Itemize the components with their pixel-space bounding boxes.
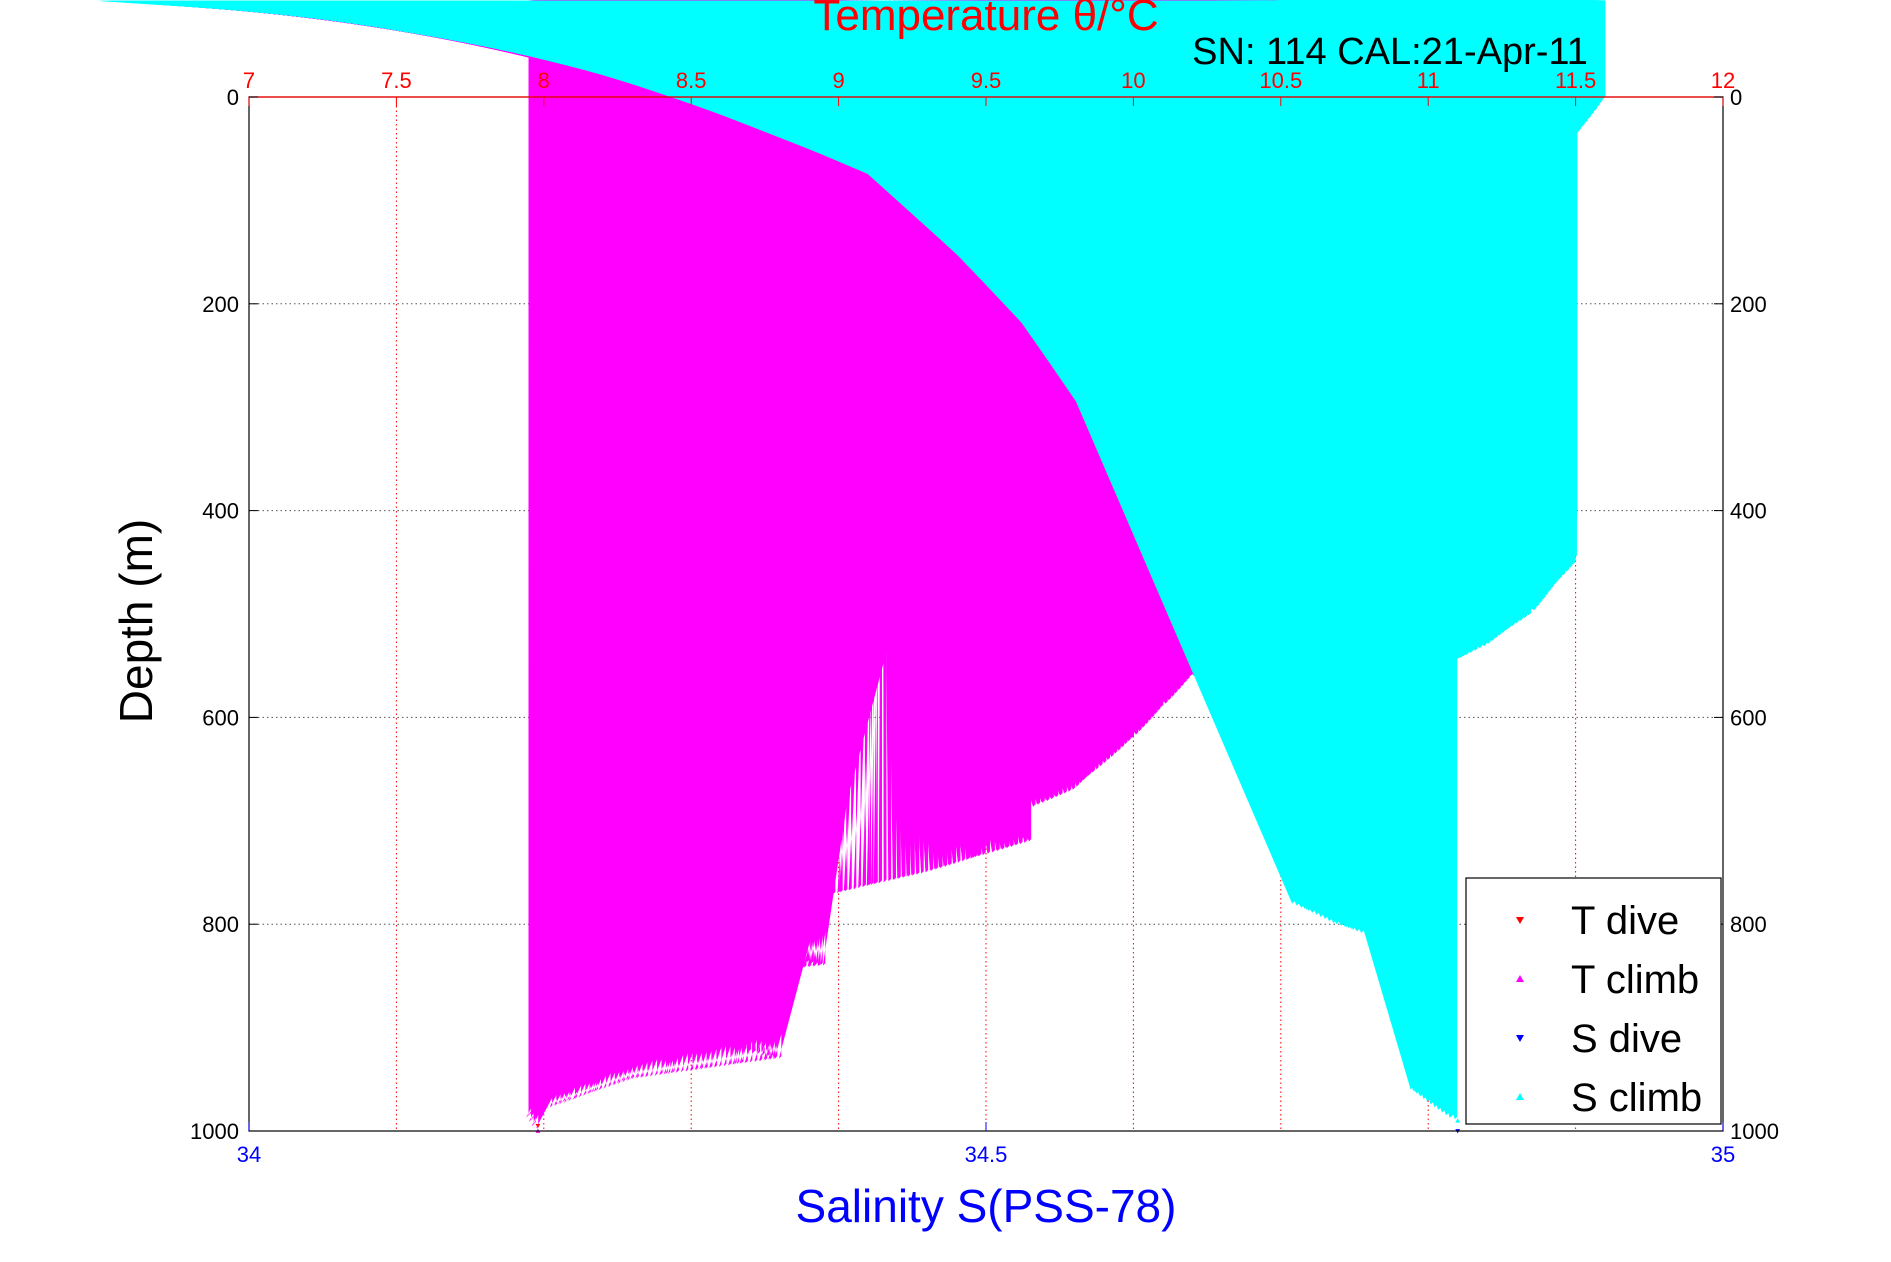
axis-ticks: 7 7.5 8 8.5 9 9.5 10 10.5 11 11.5 12 34 34.5 35 0 0 200 2… (190, 68, 1779, 1167)
depth-tick-label-right: 0 (1730, 85, 1742, 110)
depth-tick-label-left: 0 (227, 85, 239, 110)
temp-tick-label: 10 (1121, 68, 1145, 93)
temp-tick-label: 10.5 (1259, 68, 1302, 93)
legend-box (1465, 877, 1722, 1125)
chart-subtitle: SN: 114 CAL:21-Apr-11 (1192, 31, 1588, 73)
legend: T dive T climb S dive S climb (1465, 877, 1722, 1125)
sal-tick-label: 34.5 (965, 1142, 1008, 1167)
depth-tick-label-right: 400 (1730, 499, 1767, 524)
depth-tick-label-right: 800 (1730, 912, 1767, 937)
data-point (535, 0, 1129, 1129)
legend-marker (1516, 975, 1524, 982)
sal-tick-label: 34 (237, 1142, 261, 1167)
temp-tick-label: 8 (538, 68, 550, 93)
temp-tick-label: 12 (1711, 68, 1735, 93)
sal-tick-label: 35 (1711, 1142, 1735, 1167)
data-point (1119, 0, 1458, 1120)
legend-entry-label: S dive (1571, 1017, 1682, 1061)
temp-tick-label: 9.5 (971, 68, 1002, 93)
data-series (97, 0, 1606, 1134)
depth-tick-label-left: 400 (202, 499, 239, 524)
legend-entry-label: T climb (1571, 958, 1699, 1002)
depth-tick-label-right: 200 (1730, 292, 1767, 317)
data-point (1455, 1118, 1461, 1123)
legend-entry-label: S climb (1571, 1076, 1702, 1120)
series-s-climb (97, 0, 1606, 1123)
temp-tick-label: 8.5 (676, 68, 707, 93)
legend-marker (1516, 1093, 1524, 1100)
temp-tick-label: 11.5 (1555, 68, 1596, 93)
depth-tick-label-right: 600 (1730, 705, 1767, 730)
depth-tick-label-left: 1000 (190, 1119, 239, 1144)
legend-marker (1516, 917, 1524, 924)
chart-title: Temperature θ/°C (813, 0, 1158, 40)
depth-tick-label-left: 800 (202, 912, 239, 937)
temp-tick-label: 7.5 (381, 68, 412, 93)
temp-tick-label: 7 (243, 68, 255, 93)
legend-marker (1516, 1035, 1524, 1042)
temp-tick-label: 9 (832, 68, 844, 93)
legend-entry-label: T dive (1571, 899, 1679, 943)
y-axis-label: Depth (m) (110, 519, 162, 723)
x-axis-label: Salinity S(PSS-78) (796, 1180, 1177, 1232)
depth-tick-label-right: 1000 (1730, 1119, 1779, 1144)
depth-tick-label-left: 200 (202, 292, 239, 317)
depth-tick-label-left: 600 (202, 705, 239, 730)
temp-tick-label: 11 (1417, 68, 1440, 93)
